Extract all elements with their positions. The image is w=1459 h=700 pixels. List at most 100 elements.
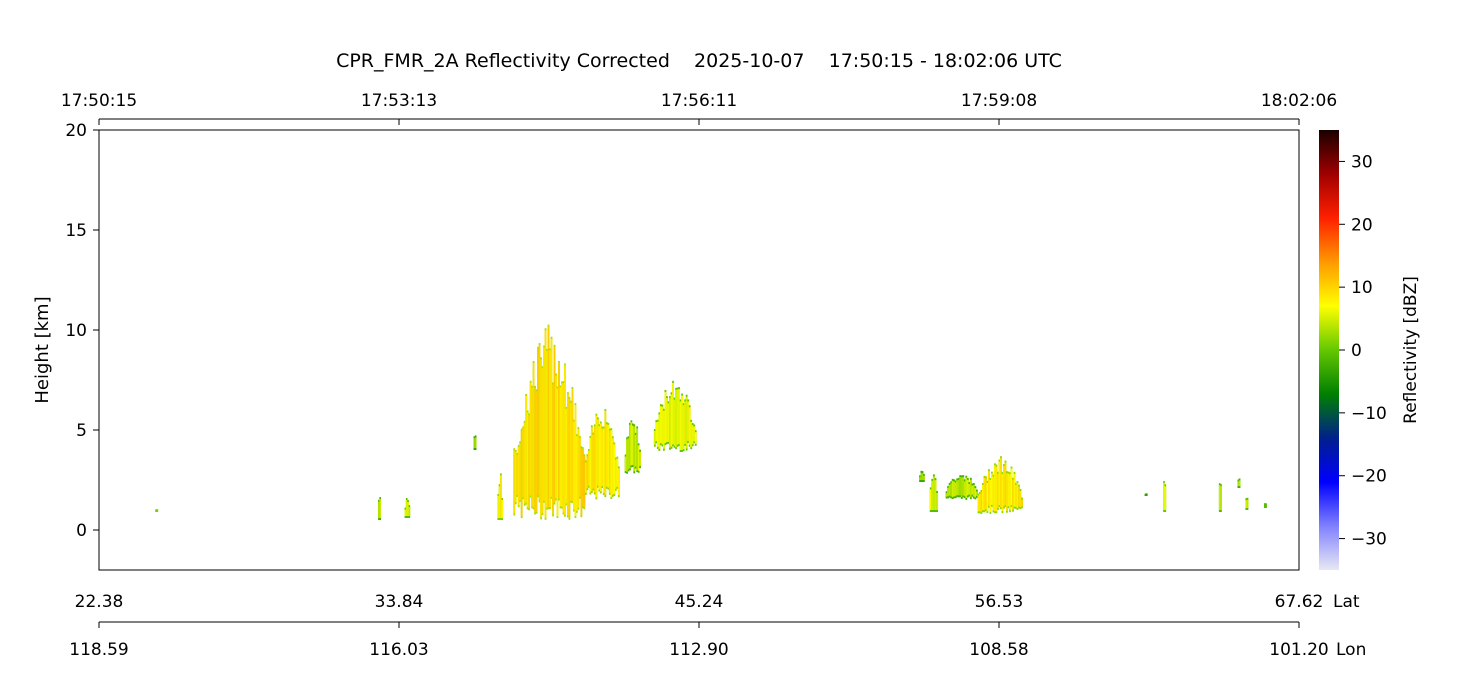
y-tick-label: 0 [76,521,87,541]
echo-core [534,387,536,513]
echo-core [969,479,972,498]
lon-axis: 118.59 116.03 112.90 108.58 101.20 Lon [69,621,1366,660]
echo-core [678,389,680,444]
echo-core [976,491,978,496]
echo-core [1220,486,1222,510]
echo-core [378,501,380,518]
top-time-tick-label: 17:56:11 [661,91,737,111]
echo-core [959,477,962,496]
echo-core [960,477,963,497]
echo-core [675,389,677,448]
echo-core [986,482,989,512]
echo-core [544,330,547,518]
echo-core [592,434,595,489]
radar-echoes [155,324,1267,520]
echo-core [607,424,610,488]
echo-core [653,431,656,445]
echo-column [1144,493,1147,496]
echo-core [537,348,539,496]
echo-core [977,495,980,512]
colorbar-tick-label: −10 [1351,404,1387,424]
echo-core [1018,486,1020,507]
echo-core [532,363,535,508]
echo-core [525,395,528,503]
echo-core [570,402,572,501]
plot-frame [98,129,1300,571]
lon-tick-label: 108.58 [969,640,1028,660]
echo-core [672,382,674,445]
echo-core [997,473,999,508]
colorbar-tick-label: 0 [1351,341,1362,361]
echo-core [666,398,668,443]
echo-core [1016,482,1019,508]
echo-core [965,477,968,498]
top-time-axis: 17:50:15 17:53:13 17:56:11 17:59:08 18:02:06 [61,91,1337,125]
echo-core [405,500,408,516]
echo-core [956,480,959,496]
colorbar-label: Reflectivity [dBZ] [1401,276,1421,424]
echo-core [953,481,956,497]
echo-core [608,430,611,493]
echo-core [694,432,697,444]
echo-core [630,422,633,466]
echo-core [945,493,948,497]
echo-core [599,423,602,492]
lon-axis-label: Lon [1336,640,1366,660]
echo-column [1263,503,1266,508]
echo-core [531,387,534,507]
echo-core [659,406,662,444]
echo-core [974,488,977,498]
echo-core [562,383,565,513]
echo-core [520,430,523,517]
colorbar-tick-label: 20 [1351,215,1373,235]
echo-core [549,350,551,507]
echo-core [590,427,593,492]
echo-core [988,471,990,506]
echo-core [1012,479,1014,510]
echo-core [564,365,566,515]
echo-core [681,395,684,450]
echo-core [584,462,587,493]
echo-core [404,509,407,516]
echo-core [540,359,542,518]
echo-core [553,346,556,503]
echo-core [611,438,614,495]
echo-core [655,422,658,442]
lon-tick-label: 116.03 [369,640,428,660]
echo-core [687,401,690,441]
lat-tick-label: 56.53 [975,592,1024,612]
echo-core [998,461,1001,506]
colorbar-bar [1319,130,1339,570]
echo-core [691,425,694,445]
echo-core [989,479,992,512]
lon-tick-label: 101.20 [1269,640,1328,660]
echo-core [994,465,996,512]
echo-core [1010,468,1013,506]
lat-tick-label: 45.24 [675,592,724,612]
echo-core [578,437,581,497]
echo-core [593,426,596,493]
echo-core [983,477,986,511]
echo-core [558,363,560,499]
echo-core [574,405,577,517]
top-time-tick-label: 18:02:06 [1261,91,1337,111]
colorbar-tick-label: −20 [1351,467,1387,487]
top-time-tick-label: 17:50:15 [61,91,137,111]
echo-core [685,396,688,449]
echo-core [971,485,974,495]
lon-tick-label: 118.59 [69,640,128,660]
echo-core [972,485,975,497]
echo-core [1004,462,1007,506]
echo-core [517,446,520,506]
echo-core [684,401,687,444]
echo-core [690,421,693,448]
echo-core [561,383,563,507]
echo-core [634,434,637,467]
echo-core [1238,480,1241,486]
echo-core [613,444,616,494]
echo-core [992,476,995,511]
echo-core [633,426,636,472]
echo-core [567,394,569,516]
echo-core [682,405,685,450]
echo-column [1145,493,1148,496]
